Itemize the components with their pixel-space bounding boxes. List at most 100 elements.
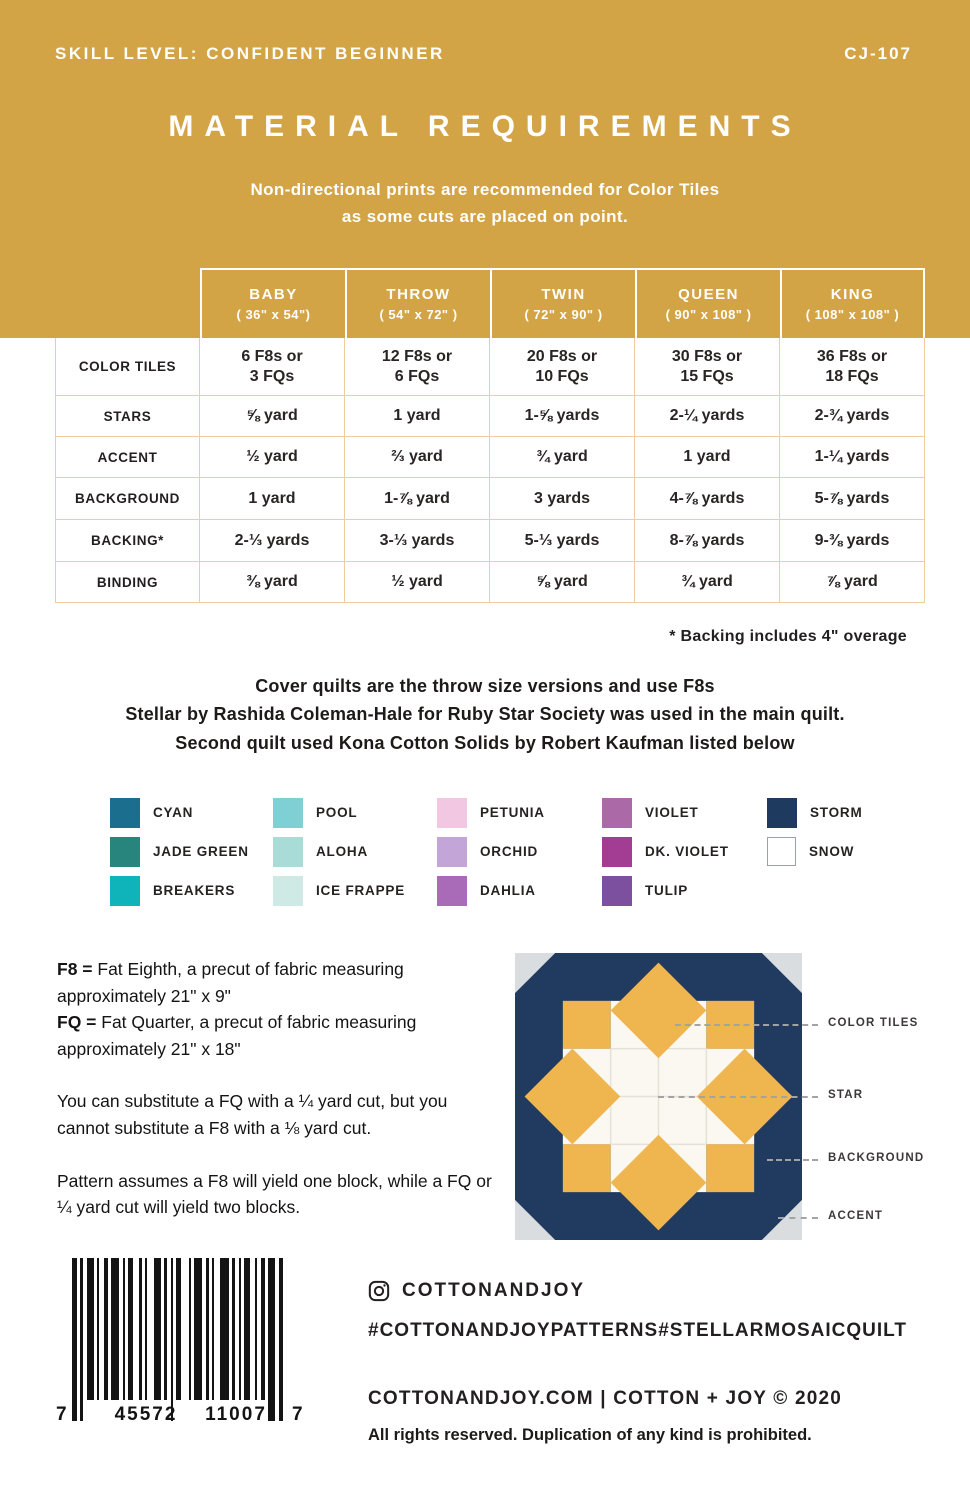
legend-column-1: CYAN JADE GREEN BREAKERS: [110, 797, 273, 906]
barcode-digits-group2: 11007: [205, 1404, 267, 1425]
legend-column-5: STORM SNOW: [767, 797, 907, 906]
value-cell: ½ yard: [200, 437, 345, 478]
diagram-label-color-tiles: COLOR TILES: [828, 1017, 919, 1029]
table-header-king: KING ( 108" x 108" ): [780, 268, 925, 338]
legend-item: VIOLET: [602, 797, 767, 828]
legend-item: TULIP: [602, 875, 767, 906]
swatch-label: POOL: [316, 805, 358, 820]
swatch-label: PETUNIA: [480, 805, 545, 820]
intro-paragraph: Cover quilts are the throw size versions…: [0, 672, 970, 757]
swatch-label: DAHLIA: [480, 883, 536, 898]
diagram-label-background: BACKGROUND: [828, 1152, 925, 1164]
barcode-digits-group1: 45572: [114, 1404, 178, 1425]
hashtag-row: #COTTONANDJOYPATTERNS #STELLARMOSAICQUIL…: [368, 1320, 907, 1342]
hashtag-patterns: #COTTONANDJOYPATTERNS: [368, 1320, 659, 1341]
value-cell: 4-⅞ yards: [635, 478, 780, 520]
legend-item: POOL: [273, 797, 437, 828]
swatch-label: ALOHA: [316, 844, 368, 859]
swatch-label: BREAKERS: [153, 883, 236, 898]
color-swatch-dk-violet: [602, 836, 632, 867]
color-swatch-dahlia: [437, 875, 467, 906]
website-copyright-line: COTTONANDJOY.COM | COTTON + JOY © 2020: [368, 1388, 843, 1409]
color-swatch-tulip: [602, 875, 632, 906]
legend-column-2: POOL ALOHA ICE FRAPPE: [273, 797, 437, 906]
fq-term: FQ =: [57, 1012, 97, 1033]
instagram-handle: COTTONANDJOY: [402, 1280, 586, 1301]
barcode-bars: [72, 1258, 283, 1421]
value-cell: 1 yard: [200, 478, 345, 520]
column-size: ( 90" x 108" ): [665, 307, 752, 322]
backing-footnote: * Backing includes 4" overage: [669, 628, 907, 645]
color-swatch-jade-green: [110, 836, 140, 867]
legend-item: STORM: [767, 797, 907, 828]
value-cell: 30 F8s or 15 FQs: [635, 338, 780, 396]
value-cell: 3 yards: [490, 478, 635, 520]
row-label-accent: ACCENT: [55, 437, 200, 478]
value-cell: 20 F8s or 10 FQs: [490, 338, 635, 396]
diagram-label-accent: ACCENT: [828, 1210, 884, 1222]
page-subtitle: Non-directional prints are recommended f…: [0, 176, 970, 230]
value-cell: 1-⅝ yards: [490, 396, 635, 437]
value-cell: 1-⅞ yard: [345, 478, 490, 520]
leader-line-star: [658, 1096, 818, 1098]
value-cell: 1-¼ yards: [780, 437, 925, 478]
column-size: ( 72" x 90" ): [524, 307, 603, 322]
color-swatch-storm: [767, 797, 797, 828]
value-cell: 36 F8s or 18 FQs: [780, 338, 925, 396]
value-cell: 9-⅜ yards: [780, 520, 925, 562]
legend-item: JADE GREEN: [110, 836, 273, 867]
row-label-binding: BINDING: [55, 562, 200, 603]
fq-definition: FQ = Fat Quarter, a precut of fabric mea…: [57, 1012, 416, 1059]
swatch-label: STORM: [810, 805, 863, 820]
value-cell: ⅞ yard: [780, 562, 925, 603]
skill-level-text: SKILL LEVEL: CONFIDENT BEGINNER: [55, 44, 445, 63]
kona-color-legend: CYAN JADE GREEN BREAKERS POOL ALOHA: [110, 797, 907, 906]
color-swatch-aloha: [273, 836, 303, 867]
legend-item: DK. VIOLET: [602, 836, 767, 867]
swatch-label: CYAN: [153, 805, 194, 820]
table-header-empty: [55, 268, 200, 338]
value-cell: ¾ yard: [635, 562, 780, 603]
swatch-label: TULIP: [645, 883, 688, 898]
leader-line-color-tiles: [675, 1024, 818, 1026]
value-cell: 2-¼ yards: [635, 396, 780, 437]
value-cell: 8-⅞ yards: [635, 520, 780, 562]
instagram-row: COTTONANDJOY: [368, 1280, 585, 1302]
column-name: QUEEN: [678, 286, 739, 303]
color-swatch-cyan: [110, 797, 140, 828]
legend-item: ALOHA: [273, 836, 437, 867]
swatch-label: ORCHID: [480, 844, 539, 859]
column-name: THROW: [386, 286, 451, 303]
swatch-label: JADE GREEN: [153, 844, 249, 859]
swatch-label: SNOW: [809, 844, 855, 859]
value-cell: 5-⅞ yards: [780, 478, 925, 520]
value-cell: 1 yard: [345, 396, 490, 437]
table-header-baby: BABY ( 36" x 54"): [200, 268, 345, 338]
row-label-background: BACKGROUND: [55, 478, 200, 520]
legend-column-3: PETUNIA ORCHID DAHLIA: [437, 797, 602, 906]
swatch-label: VIOLET: [645, 805, 699, 820]
legend-item: PETUNIA: [437, 797, 602, 828]
legend-item: ICE FRAPPE: [273, 875, 437, 906]
leader-line-accent: [778, 1217, 818, 1219]
row-label-color-tiles: COLOR TILES: [55, 338, 200, 396]
color-swatch-pool: [273, 797, 303, 828]
value-cell: 6 F8s or 3 FQs: [200, 338, 345, 396]
intro-line-2: Stellar by Rashida Coleman-Hale for Ruby…: [125, 704, 845, 725]
color-swatch-breakers: [110, 875, 140, 906]
value-cell: ⅔ yard: [345, 437, 490, 478]
value-cell: 12 F8s or 6 FQs: [345, 338, 490, 396]
color-swatch-ice-frappe: [273, 875, 303, 906]
column-size: ( 54" x 72" ): [379, 307, 458, 322]
column-size: ( 36" x 54"): [236, 307, 311, 322]
f8-definition: F8 = Fat Eighth, a precut of fabric meas…: [57, 959, 404, 1006]
table-header-queen: QUEEN ( 90" x 108" ): [635, 268, 780, 338]
value-cell: 5-⅓ yards: [490, 520, 635, 562]
hashtag-quilt: #STELLARMOSAICQUILT: [658, 1320, 907, 1341]
subtitle-line-2: as some cuts are placed on point.: [341, 207, 629, 227]
rights-line: All rights reserved. Duplication of any …: [368, 1426, 812, 1444]
table-header-throw: THROW ( 54" x 72" ): [345, 268, 490, 338]
legend-item: SNOW: [767, 836, 907, 867]
diagram-label-star: STAR: [828, 1089, 864, 1101]
